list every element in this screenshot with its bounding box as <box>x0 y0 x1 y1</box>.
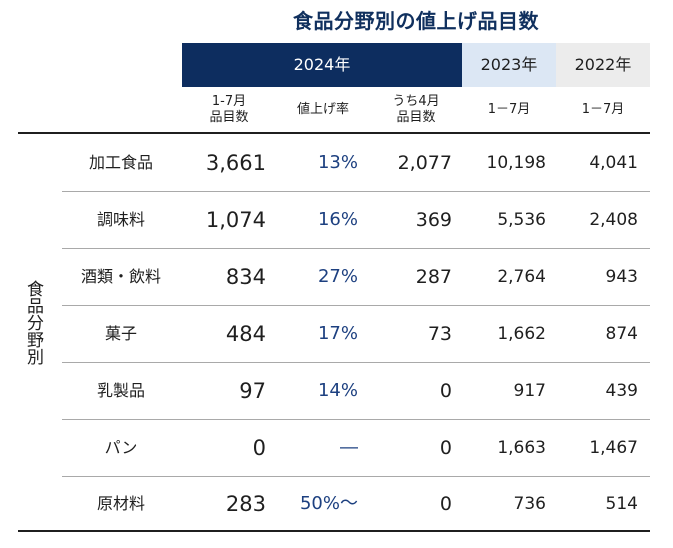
row-items-2023: 5,536 <box>497 210 546 230</box>
table-row: 酒類・飲料 834 27% 287 2,764 943 <box>62 249 650 305</box>
row-rate: 27% <box>317 266 358 287</box>
subheader-rate-label: 値上げ率 <box>296 102 349 117</box>
subheader-items-2024: 1-7月 品目数 <box>182 88 276 132</box>
row-divider <box>62 362 650 363</box>
row-items-2023: 2,764 <box>497 267 546 287</box>
row-divider <box>62 305 650 306</box>
table-row: パン 0 ― 0 1,663 1,467 <box>62 420 650 476</box>
header-2022: 2022年 <box>556 43 650 87</box>
row-category: 加工食品 <box>88 153 153 172</box>
table-bottom-rule <box>18 530 650 532</box>
row-items-2022: 2,408 <box>589 210 638 230</box>
row-april-items: 0 <box>439 437 452 459</box>
row-items-2024: 3,661 <box>205 151 266 175</box>
subheader-period-2023: 1－7月 <box>462 88 556 132</box>
row-items-2024: 834 <box>225 265 266 289</box>
table-row: 菓子 484 17% 73 1,662 874 <box>62 306 650 362</box>
row-items-2024: 0 <box>252 436 266 460</box>
row-items-2023: 10,198 <box>486 153 546 173</box>
row-items-2024: 97 <box>239 379 266 403</box>
subheader-items-2024-line1: 1-7月 <box>211 94 247 109</box>
row-items-2024: 1,074 <box>205 208 266 232</box>
row-items-2024: 484 <box>225 322 266 346</box>
row-items-2023: 1,663 <box>497 438 546 458</box>
header-2023: 2023年 <box>462 43 556 87</box>
subheader-period-2023-label: 1－7月 <box>487 102 531 117</box>
row-items-2023: 917 <box>513 381 546 401</box>
header-2024: 2024年 <box>182 43 462 87</box>
row-rate: ― <box>340 437 358 458</box>
subheader-period-2022-label: 1－7月 <box>581 102 625 117</box>
row-april-items: 2,077 <box>397 152 452 174</box>
subheader-april: うち4月 品目数 <box>370 88 462 132</box>
table-row: 原材料 283 50%～ 0 736 514 <box>62 476 650 532</box>
subheader-april-line2: 品目数 <box>396 110 436 125</box>
table-row: 調味料 1,074 16% 369 5,536 2,408 <box>62 192 650 248</box>
row-items-2022: 874 <box>605 324 638 344</box>
side-label-food-category: 食品分野別 <box>23 280 43 365</box>
row-items-2022: 4,041 <box>589 153 638 173</box>
row-category: 酒類・飲料 <box>80 267 161 286</box>
table-title: 食品分野別の値上げ品目数 <box>293 9 539 33</box>
row-rate: 17% <box>317 323 358 344</box>
row-category: 菓子 <box>104 324 137 343</box>
row-divider <box>62 419 650 420</box>
row-rate: 13% <box>317 152 358 173</box>
table-top-rule <box>18 132 650 134</box>
table-row: 加工食品 3,661 13% 2,077 10,198 4,041 <box>62 135 650 191</box>
row-items-2023: 1,662 <box>497 324 546 344</box>
row-items-2022: 943 <box>605 267 638 287</box>
table-row: 乳製品 97 14% 0 917 439 <box>62 363 650 419</box>
subheader-april-line1: うち4月 <box>392 94 440 109</box>
row-items-2023: 736 <box>513 494 546 514</box>
subheader-rate: 値上げ率 <box>276 88 370 132</box>
row-april-items: 73 <box>427 323 452 345</box>
row-items-2024: 283 <box>225 492 266 516</box>
row-items-2022: 514 <box>605 494 638 514</box>
row-category: 調味料 <box>96 210 145 229</box>
row-april-items: 369 <box>415 209 452 231</box>
row-april-items: 0 <box>439 380 452 402</box>
row-rate: 14% <box>317 380 358 401</box>
row-april-items: 0 <box>439 493 452 515</box>
subheader-items-2024-line2: 品目数 <box>209 110 249 125</box>
row-rate: 16% <box>317 209 358 230</box>
row-category: 乳製品 <box>96 381 145 400</box>
row-divider <box>62 191 650 192</box>
row-divider <box>62 476 650 477</box>
row-category: パン <box>104 438 138 457</box>
row-rate: 50%～ <box>299 493 358 514</box>
row-divider <box>62 248 650 249</box>
subheader-period-2022: 1－7月 <box>556 88 650 132</box>
row-items-2022: 439 <box>605 381 638 401</box>
row-april-items: 287 <box>415 266 452 288</box>
row-items-2022: 1,467 <box>589 438 638 458</box>
row-category: 原材料 <box>96 494 145 513</box>
